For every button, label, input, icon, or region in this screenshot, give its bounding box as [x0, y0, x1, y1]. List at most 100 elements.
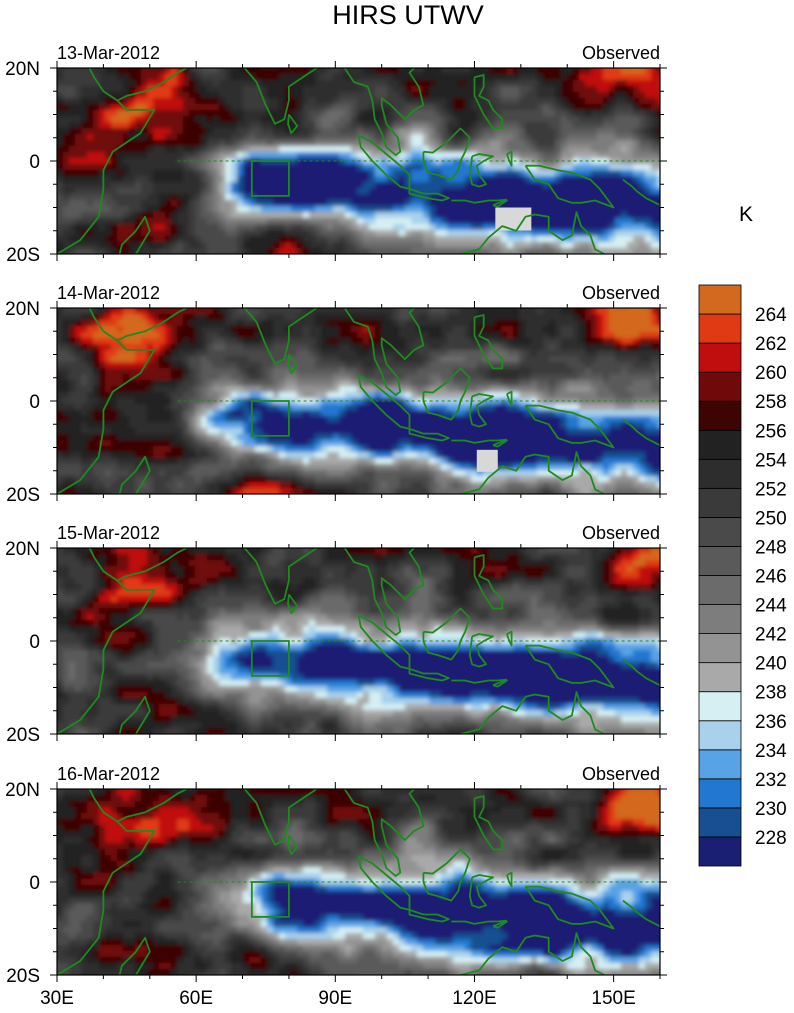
panel-label: Observed — [582, 523, 660, 543]
colorbar-label: 262 — [755, 334, 787, 355]
coastline — [118, 215, 151, 254]
colorbar-label: 242 — [755, 625, 787, 646]
field-layer — [57, 68, 660, 254]
y-tick-label: 20S — [6, 485, 40, 506]
coastline — [228, 548, 318, 605]
colorbar-cell — [698, 749, 742, 780]
coastline — [451, 678, 507, 684]
coastline — [506, 390, 513, 407]
box-region — [250, 881, 290, 918]
panel-date: 15-Mar-2012 — [57, 523, 160, 543]
coastline — [343, 68, 425, 156]
colorbar-label: 264 — [755, 305, 787, 326]
coastline — [343, 789, 425, 877]
coastline — [116, 789, 188, 823]
coastline — [228, 308, 318, 365]
colorbar-label: 228 — [755, 828, 787, 849]
coastline — [287, 113, 299, 135]
coastline — [622, 658, 660, 687]
panel: 20N 0 20S 15-Mar-2012 Observed — [5, 523, 667, 746]
coastline — [118, 455, 151, 494]
colorbar-label: 230 — [755, 799, 787, 820]
x-tick-label: 30E — [40, 988, 74, 1009]
colorbar-label: 238 — [755, 683, 787, 704]
colorbar-label: 240 — [755, 654, 787, 675]
colorbar-cell — [698, 604, 742, 634]
coastline — [57, 68, 156, 254]
coastline — [468, 633, 494, 668]
coastline — [524, 404, 615, 449]
y-tick-label: 20S — [6, 245, 40, 266]
missing-data-patch — [476, 449, 498, 472]
coastline — [506, 150, 513, 167]
colorbar-cell — [698, 429, 742, 460]
coastline — [287, 353, 299, 375]
coastline — [228, 789, 318, 846]
x-tick-label: 120E — [452, 988, 496, 1009]
colorbar-cell — [698, 575, 742, 605]
coastline — [506, 871, 513, 888]
box-region — [250, 160, 290, 197]
chart-title: HIRS UTWV — [332, 0, 484, 30]
colorbar-label: 260 — [755, 363, 787, 384]
colorbar-cell — [698, 487, 742, 518]
field-layer — [57, 548, 660, 734]
colorbar-cell — [698, 836, 742, 867]
coastline — [524, 885, 615, 930]
colorbar-label: 256 — [755, 421, 787, 442]
panel-label: Observed — [582, 283, 660, 303]
coastline — [622, 899, 660, 928]
colorbar-cell — [698, 400, 742, 431]
colorbar-cell — [698, 371, 742, 402]
colorbar-label: 254 — [755, 450, 787, 471]
colorbar-label: 244 — [755, 596, 787, 617]
y-tick-label: 20S — [6, 725, 40, 746]
coastline — [524, 644, 615, 689]
coastline — [492, 199, 508, 208]
coastline — [492, 679, 508, 688]
colorbar-cell — [698, 807, 742, 838]
coastline — [492, 439, 508, 448]
coastline — [451, 198, 507, 204]
coastline — [622, 418, 660, 447]
colorbar-label: 252 — [755, 479, 787, 500]
coastline — [287, 593, 299, 614]
coastline — [116, 68, 188, 102]
colorbar-cell — [698, 458, 742, 489]
coastline — [343, 308, 425, 396]
coastline — [116, 308, 188, 342]
coastline — [118, 695, 151, 734]
coastline — [408, 188, 450, 202]
coastline — [468, 874, 494, 909]
x-tick-label: 90E — [318, 988, 352, 1009]
coastline — [116, 548, 188, 582]
y-tick-label: 0 — [29, 152, 40, 173]
coastline — [287, 834, 299, 855]
box-region — [250, 640, 290, 677]
x-axis: 30E 60E 90E 120E 150E — [40, 988, 636, 1009]
colorbar-label: 232 — [755, 770, 787, 791]
coastline — [458, 932, 605, 975]
coastline — [468, 393, 494, 428]
coastline — [408, 428, 450, 442]
coastline — [458, 211, 605, 254]
coastline — [451, 438, 507, 444]
x-tick-label: 60E — [179, 988, 213, 1009]
colorbar-label: 258 — [755, 392, 787, 413]
coastline — [408, 909, 450, 923]
field-layer — [57, 308, 660, 494]
coastline — [57, 308, 156, 494]
colorbar-cell — [698, 720, 742, 751]
colorbar-cell — [698, 546, 742, 576]
coastline — [408, 668, 450, 682]
coastline — [524, 164, 615, 209]
panel-date: 14-Mar-2012 — [57, 283, 160, 303]
coastline — [473, 795, 504, 851]
coastline — [506, 630, 513, 647]
y-tick-label: 20N — [5, 539, 40, 560]
y-tick-label: 0 — [29, 632, 40, 653]
coastline — [343, 548, 425, 636]
colorbar-cell — [698, 778, 742, 809]
coastline — [451, 919, 507, 925]
panel: 20N 0 20S 13-Mar-2012 Observed — [5, 43, 667, 266]
